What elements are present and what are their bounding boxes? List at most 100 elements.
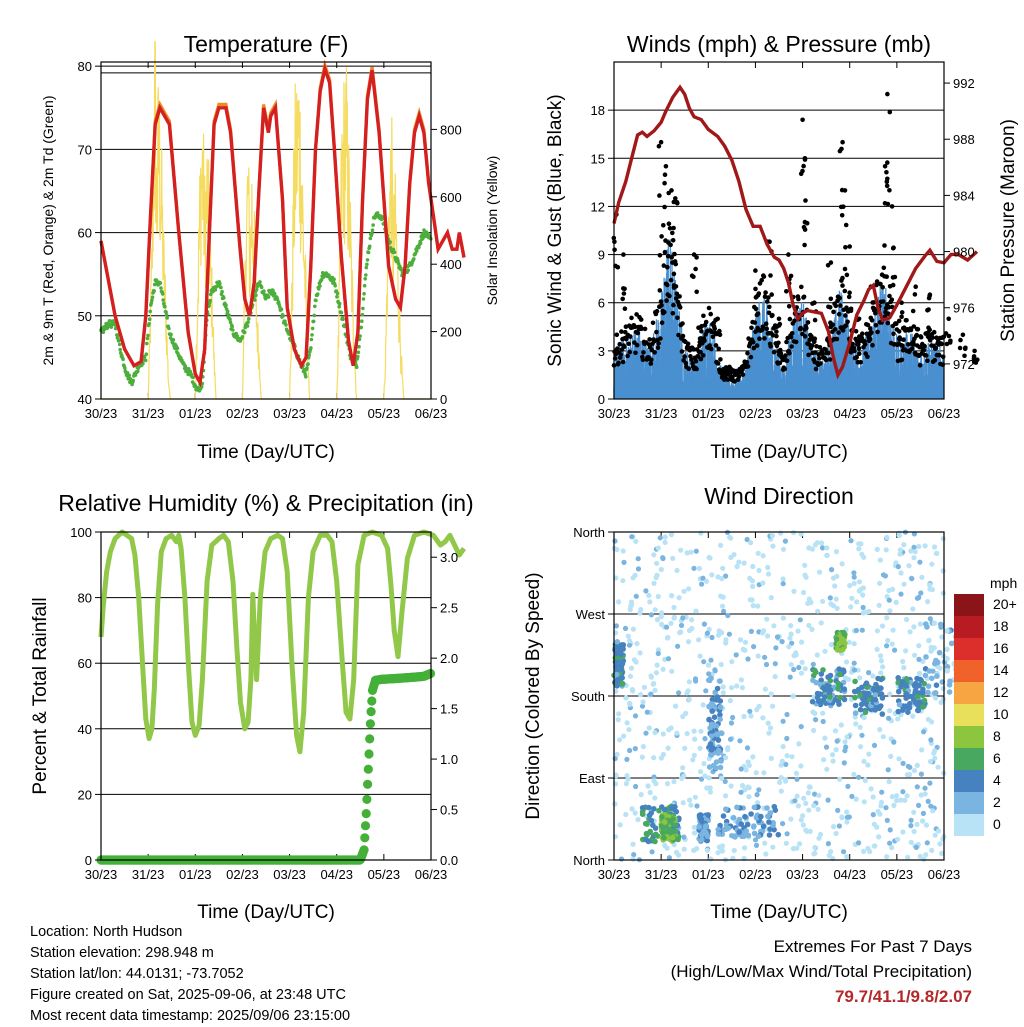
direction-point bbox=[925, 683, 932, 689]
direction-point bbox=[764, 805, 770, 811]
gust-point bbox=[708, 311, 713, 317]
station-location: Location: North Hudson bbox=[30, 924, 183, 940]
dewpoint-point bbox=[101, 330, 106, 335]
direction-point bbox=[719, 603, 726, 609]
x-tick-label: 04/23 bbox=[320, 406, 353, 421]
x-axis-label: Time (Day/UTC) bbox=[197, 442, 335, 463]
dewpoint-point bbox=[142, 355, 147, 359]
direction-point bbox=[652, 687, 658, 693]
gust-point bbox=[679, 349, 685, 354]
gust-point bbox=[817, 356, 822, 361]
direction-point bbox=[691, 565, 697, 571]
gust-point bbox=[870, 300, 875, 305]
direction-point bbox=[691, 752, 697, 758]
dewpoint-point bbox=[370, 231, 374, 235]
direction-point bbox=[927, 758, 934, 765]
y-tick-label: 40 bbox=[78, 392, 92, 407]
direction-point bbox=[705, 662, 712, 668]
direction-point bbox=[867, 849, 873, 855]
direction-point bbox=[734, 804, 740, 811]
direction-point bbox=[671, 614, 678, 621]
direction-point bbox=[821, 757, 827, 763]
direction-point bbox=[620, 646, 626, 652]
direction-point bbox=[858, 541, 864, 547]
direction-point bbox=[629, 534, 635, 540]
direction-point bbox=[878, 691, 885, 697]
direction-point bbox=[914, 784, 920, 790]
direction-point bbox=[901, 581, 907, 587]
direction-point bbox=[668, 532, 675, 538]
direction-point bbox=[946, 689, 953, 695]
direction-point bbox=[841, 686, 848, 692]
direction-point bbox=[824, 766, 830, 772]
direction-point bbox=[900, 829, 906, 835]
y-tick-label: 3 bbox=[598, 344, 605, 359]
direction-point bbox=[917, 621, 924, 627]
dewpoint-point bbox=[356, 350, 361, 355]
y-tick-label: East bbox=[579, 771, 605, 786]
gust-point bbox=[837, 148, 843, 154]
gust-point bbox=[676, 332, 681, 338]
direction-point bbox=[900, 760, 906, 767]
gust-point bbox=[904, 318, 909, 323]
gust-point bbox=[766, 295, 771, 300]
direction-point bbox=[801, 589, 807, 596]
gust-point bbox=[800, 117, 805, 123]
direction-point bbox=[931, 544, 938, 550]
direction-point bbox=[830, 758, 836, 764]
direction-point bbox=[702, 736, 708, 742]
x-tick-label: 06/23 bbox=[415, 406, 448, 421]
direction-point bbox=[847, 583, 853, 589]
gust-point bbox=[670, 311, 676, 316]
dewpoint-point bbox=[163, 305, 167, 309]
gust-point bbox=[921, 348, 927, 353]
direction-point bbox=[658, 823, 665, 829]
direction-point bbox=[803, 574, 809, 580]
gust-point bbox=[793, 339, 799, 345]
direction-point bbox=[940, 536, 946, 542]
direction-point bbox=[685, 639, 692, 645]
direction-point bbox=[743, 828, 749, 834]
direction-point bbox=[707, 725, 713, 731]
y2-tick-label: 984 bbox=[953, 188, 975, 203]
gust-point bbox=[661, 223, 666, 228]
series-temp-2m bbox=[99, 62, 466, 388]
direction-point bbox=[614, 751, 620, 758]
gust-point bbox=[771, 349, 777, 355]
direction-point bbox=[744, 821, 751, 828]
direction-point bbox=[886, 715, 892, 721]
direction-point bbox=[834, 738, 840, 744]
direction-point bbox=[699, 818, 705, 825]
gust-point bbox=[761, 274, 767, 279]
gust-point bbox=[639, 326, 644, 332]
direction-point bbox=[751, 830, 758, 837]
direction-point bbox=[694, 803, 700, 809]
direction-point bbox=[815, 608, 821, 614]
dewpoint-point bbox=[143, 358, 148, 363]
direction-point bbox=[756, 703, 762, 710]
direction-point bbox=[929, 561, 935, 567]
gust-point bbox=[975, 357, 980, 363]
gust-point bbox=[787, 316, 793, 322]
y2-tick-label: 2.5 bbox=[440, 601, 458, 616]
dewpoint-point bbox=[254, 293, 258, 298]
direction-point bbox=[851, 574, 857, 580]
x-tick-label: 31/23 bbox=[132, 867, 165, 882]
direction-point bbox=[730, 714, 736, 721]
direction-point bbox=[639, 805, 646, 811]
direction-point bbox=[938, 699, 944, 706]
direction-point bbox=[783, 761, 789, 768]
direction-point bbox=[652, 825, 659, 831]
direction-point bbox=[627, 673, 634, 679]
direction-point bbox=[672, 821, 678, 828]
gust-point bbox=[675, 315, 680, 321]
direction-point bbox=[691, 830, 698, 836]
dewpoint-point bbox=[127, 373, 132, 378]
direction-point bbox=[911, 828, 917, 835]
gust-point bbox=[911, 324, 917, 329]
direction-point bbox=[760, 715, 766, 721]
direction-point bbox=[658, 566, 664, 573]
dewpoint-point bbox=[361, 306, 365, 311]
direction-point bbox=[765, 720, 771, 726]
direction-point bbox=[844, 819, 850, 825]
